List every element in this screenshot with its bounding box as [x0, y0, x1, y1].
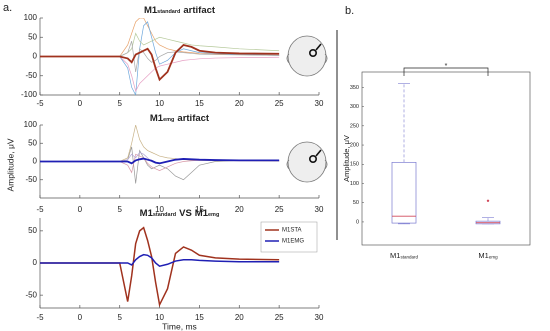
x-tick-label: 30	[315, 205, 324, 214]
title-subscript: standard	[153, 212, 176, 218]
title-subscript: emg	[163, 117, 174, 123]
x-tick-label: 5	[117, 313, 122, 322]
x-tick-label: 20	[235, 99, 244, 108]
line-series	[40, 21, 280, 95]
y-tick-label: 50	[353, 200, 359, 206]
y-tick-label: 350	[350, 85, 359, 91]
panel-label: a.	[3, 2, 12, 14]
outlier	[486, 199, 490, 202]
x-tick-label: M1standard	[390, 251, 418, 260]
title-text: M1	[140, 208, 154, 219]
legend-box	[260, 221, 318, 253]
x-tick-label: 30	[315, 313, 324, 322]
significance-bracket	[403, 67, 489, 76]
y-tick-label: 100	[24, 120, 38, 129]
x-tick-label: 10	[155, 205, 164, 214]
legend-label: M1EMG	[282, 239, 304, 245]
x-tick-label: 15	[195, 313, 204, 322]
line-series	[40, 157, 280, 165]
x-tick-label: 10	[155, 313, 164, 322]
line-series	[40, 43, 280, 82]
x-tick-label: 25	[275, 99, 284, 108]
line-series	[40, 56, 280, 93]
series-group	[40, 125, 280, 184]
x-axis-label: Time, ms	[162, 321, 197, 331]
y-tick-label: -50	[25, 175, 37, 184]
x-tick-label: 5	[117, 205, 122, 214]
x-tick-label: 0	[78, 205, 83, 214]
coil-marker	[308, 48, 317, 57]
x-tick-label: 0	[78, 313, 83, 322]
legend-label: M1STA	[282, 228, 302, 234]
line-series	[40, 125, 280, 162]
x-tick-label: 25	[275, 205, 284, 214]
title-text: M1	[144, 5, 158, 16]
title-text: M1	[150, 113, 164, 124]
title-text: M1	[195, 208, 209, 219]
category-subscript: standard	[400, 255, 418, 260]
y-tick-label: 50	[28, 138, 37, 147]
line-series	[40, 32, 280, 57]
y-tick-label: -50	[25, 71, 37, 80]
title-subscript: standard	[157, 9, 180, 15]
y-tick-label: 250	[350, 123, 359, 129]
x-tick-label: M1emg	[478, 251, 498, 260]
x-tick-label: 30	[315, 99, 324, 108]
category-base: M1	[478, 251, 488, 260]
y-axis-label: Amplitude, μV	[342, 135, 351, 182]
line-series	[40, 253, 280, 268]
x-tick-label: -5	[36, 99, 44, 108]
category-base: M1	[390, 251, 400, 260]
title-text: artifact	[183, 5, 216, 16]
y-tick-label: 100	[24, 13, 38, 22]
series-group	[40, 18, 280, 95]
x-tick-label: -5	[36, 205, 44, 214]
head-image	[287, 141, 327, 183]
x-tick-label: 20	[235, 205, 244, 214]
x-tick-label: 15	[195, 99, 204, 108]
x-tick-label: 5	[117, 99, 122, 108]
y-tick-label: 50	[28, 226, 37, 235]
x-tick-label: 20	[235, 313, 244, 322]
box-frame	[361, 71, 531, 246]
y-axis-label: Amplitude, μV	[5, 138, 15, 191]
coil-handle	[315, 149, 322, 157]
head-image	[287, 35, 327, 77]
y-tick-label: -50	[25, 290, 37, 299]
x-tick-label: 15	[195, 205, 204, 214]
line-series	[40, 226, 280, 308]
head-image-ear	[286, 53, 328, 64]
y-tick-label: 0	[356, 219, 359, 225]
coil-marker	[308, 155, 317, 164]
series-group	[40, 226, 280, 308]
x-tick-label: -5	[36, 313, 44, 322]
y-tick-label: 0	[33, 258, 38, 267]
coil-handle	[315, 43, 322, 51]
significance-marker: *	[445, 63, 448, 70]
title-text: VS	[179, 208, 192, 219]
line-series	[40, 18, 280, 57]
chart-title: M1emg artifact	[150, 113, 210, 124]
y-tick-label: 50	[28, 32, 37, 41]
box	[391, 161, 417, 224]
head-image-ear	[286, 159, 328, 170]
y-tick-label: 300	[350, 104, 359, 110]
category-subscript: emg	[489, 255, 498, 260]
title-subscript: emg	[208, 212, 219, 218]
x-tick-label: 0	[78, 99, 83, 108]
panel-label: b.	[345, 5, 354, 17]
y-tick-label: 150	[350, 162, 359, 168]
y-tick-label: 0	[33, 52, 38, 61]
y-tick-label: 0	[33, 157, 38, 166]
x-tick-label: 10	[155, 99, 164, 108]
title-text: artifact	[177, 113, 210, 124]
y-tick-label: 100	[350, 181, 359, 187]
line-series	[40, 146, 280, 184]
x-tick-label: 25	[275, 313, 284, 322]
y-tick-label: 200	[350, 142, 359, 148]
chart-title: M1standard VS M1emg	[140, 208, 220, 219]
chart-title: M1standard artifact	[144, 5, 216, 16]
y-tick-label: -100	[21, 90, 38, 99]
